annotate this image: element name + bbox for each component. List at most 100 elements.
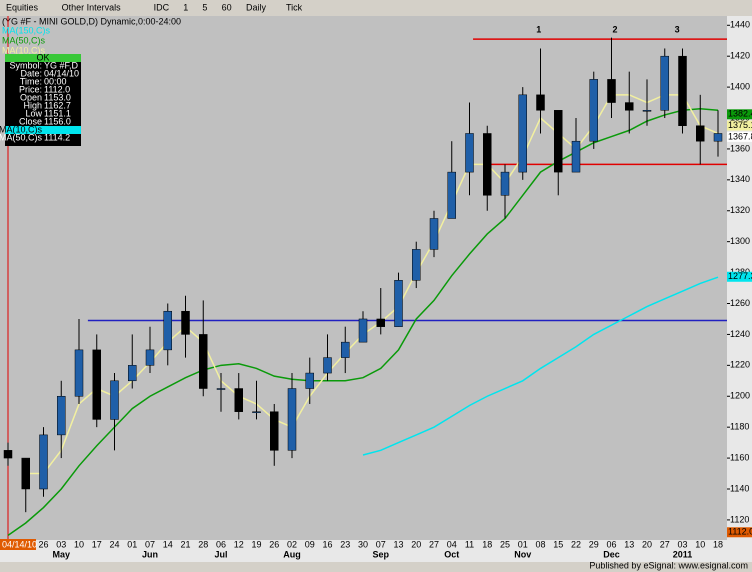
x-tick-label: 01 bbox=[518, 539, 528, 549]
candle-body bbox=[216, 388, 226, 390]
x-tick-label: 09 bbox=[305, 539, 315, 549]
candle-body bbox=[518, 94, 527, 173]
candle-body bbox=[571, 140, 581, 173]
x-tick-label: 22 bbox=[571, 539, 581, 549]
toolbar-item[interactable]: Daily bbox=[246, 2, 267, 12]
month-label: Dec bbox=[603, 549, 620, 559]
candle-body bbox=[412, 249, 421, 281]
candle-body bbox=[305, 372, 314, 389]
candle-body bbox=[642, 110, 652, 112]
toolbar-item[interactable]: Equities bbox=[6, 2, 39, 12]
toolbar-item[interactable]: Other Intervals bbox=[62, 2, 122, 12]
data-window-cell: High bbox=[23, 100, 42, 110]
chart-title: (YG #F - MINI GOLD,D) Dynamic,0:00-24:00 bbox=[2, 16, 181, 26]
month-label: Jun bbox=[142, 549, 158, 559]
annotation: 1 bbox=[536, 24, 541, 34]
price-flag-label: 1367.8 bbox=[728, 131, 752, 141]
data-window-highlight bbox=[5, 126, 81, 134]
x-tick-label: 26 bbox=[269, 539, 279, 549]
data-window-header: OK bbox=[36, 52, 49, 62]
x-tick-label: 20 bbox=[411, 539, 421, 549]
price-flag bbox=[727, 109, 752, 120]
candle-body bbox=[536, 94, 545, 111]
x-tick-label: 18 bbox=[482, 539, 492, 549]
x-tick-label: 14 bbox=[163, 539, 173, 549]
month-label: Aug bbox=[283, 549, 301, 559]
month-label: Oct bbox=[444, 549, 459, 559]
toolbar-item[interactable]: 5 bbox=[202, 2, 207, 12]
x-tick-label: 16 bbox=[322, 539, 332, 549]
x-tick-label: 01 bbox=[127, 539, 137, 549]
data-window-cell: 1151.1 bbox=[44, 108, 71, 118]
candle-body bbox=[341, 341, 350, 358]
x-tick-label: 27 bbox=[429, 539, 439, 549]
candle-body bbox=[660, 55, 669, 111]
x-tick-label: 07 bbox=[145, 539, 155, 549]
data-window-cell: 1112.0 bbox=[44, 84, 70, 94]
data-window-cell: 1153.0 bbox=[44, 92, 71, 102]
price-flag-label: 1277.3 bbox=[728, 271, 752, 281]
toolbar-item[interactable]: Tick bbox=[286, 2, 303, 12]
data-window-cell: 00:00 bbox=[44, 76, 67, 86]
candle-body bbox=[287, 388, 297, 451]
price-flag-label: 1382.4 bbox=[728, 109, 752, 119]
candle-body bbox=[181, 310, 190, 335]
candle-body bbox=[39, 434, 48, 490]
x-tick-label: 17 bbox=[92, 539, 102, 549]
toolbar-item[interactable]: 1 bbox=[183, 2, 188, 12]
price-flag bbox=[727, 120, 752, 131]
legend-entry: MA(10,C)s bbox=[2, 45, 46, 55]
price-flag bbox=[727, 271, 752, 282]
x-tick-label: 23 bbox=[340, 539, 350, 549]
cursor-box bbox=[0, 539, 36, 550]
x-tick-label: 13 bbox=[393, 539, 403, 549]
data-window-cell: 1114.2 bbox=[44, 132, 70, 142]
x-tick-label: 07 bbox=[376, 539, 386, 549]
candle-body bbox=[713, 133, 723, 142]
candle-body bbox=[429, 218, 439, 250]
y-tick-label: 1300 bbox=[730, 236, 750, 246]
x-tick-label: 10 bbox=[74, 539, 84, 549]
data-window-cell: 04/14/10 bbox=[44, 68, 79, 78]
x-tick-label: 06 bbox=[216, 539, 226, 549]
data-window-header-bg bbox=[5, 54, 81, 62]
candle-body bbox=[74, 349, 84, 397]
y-tick-label: 1120 bbox=[730, 514, 749, 524]
y-tick-label: 1440 bbox=[730, 20, 750, 30]
data-window-cell: MA(10,C)s bbox=[0, 124, 42, 134]
toolbar-item[interactable]: 60 bbox=[222, 2, 232, 12]
data-window-cell: Time: bbox=[20, 76, 42, 86]
y-tick-label: 1240 bbox=[730, 329, 750, 339]
data-window-cell: Price: bbox=[19, 84, 42, 94]
x-tick-label: 08 bbox=[535, 539, 545, 549]
x-tick-label: 27 bbox=[660, 539, 670, 549]
toolbar-item[interactable]: IDC bbox=[154, 2, 170, 12]
candle-body bbox=[696, 125, 705, 142]
candle-body bbox=[394, 280, 403, 327]
candle-body bbox=[21, 457, 30, 490]
x-tick-label: 04 bbox=[447, 539, 457, 549]
candle-body bbox=[500, 171, 510, 196]
y-tick-label: 1220 bbox=[730, 360, 750, 370]
data-window-cell: YG #F,D bbox=[44, 60, 79, 70]
month-label: 2011 bbox=[673, 549, 693, 559]
candle-body bbox=[110, 380, 119, 420]
data-window-cell: Open bbox=[20, 92, 42, 102]
y-tick-label: 1360 bbox=[730, 143, 750, 153]
x-tick-label: 26 bbox=[38, 539, 48, 549]
data-window-cell: MA(50,C)s bbox=[0, 132, 42, 142]
candle-body bbox=[678, 55, 687, 126]
candle-body bbox=[234, 388, 243, 412]
candle-body bbox=[270, 411, 279, 451]
annotation: 2 bbox=[613, 24, 618, 34]
data-window-cell: 1156.0 bbox=[44, 116, 71, 126]
x-tick-label: 06 bbox=[606, 539, 616, 549]
x-tick-label: 02 bbox=[287, 539, 297, 549]
moving-average bbox=[25, 94, 719, 475]
x-tick-label: 11 bbox=[465, 539, 474, 549]
x-tick-label: 13 bbox=[624, 539, 634, 549]
data-window-cell: Date: bbox=[20, 68, 42, 78]
y-tick-label: 1400 bbox=[730, 81, 750, 91]
candle-body bbox=[145, 349, 155, 366]
